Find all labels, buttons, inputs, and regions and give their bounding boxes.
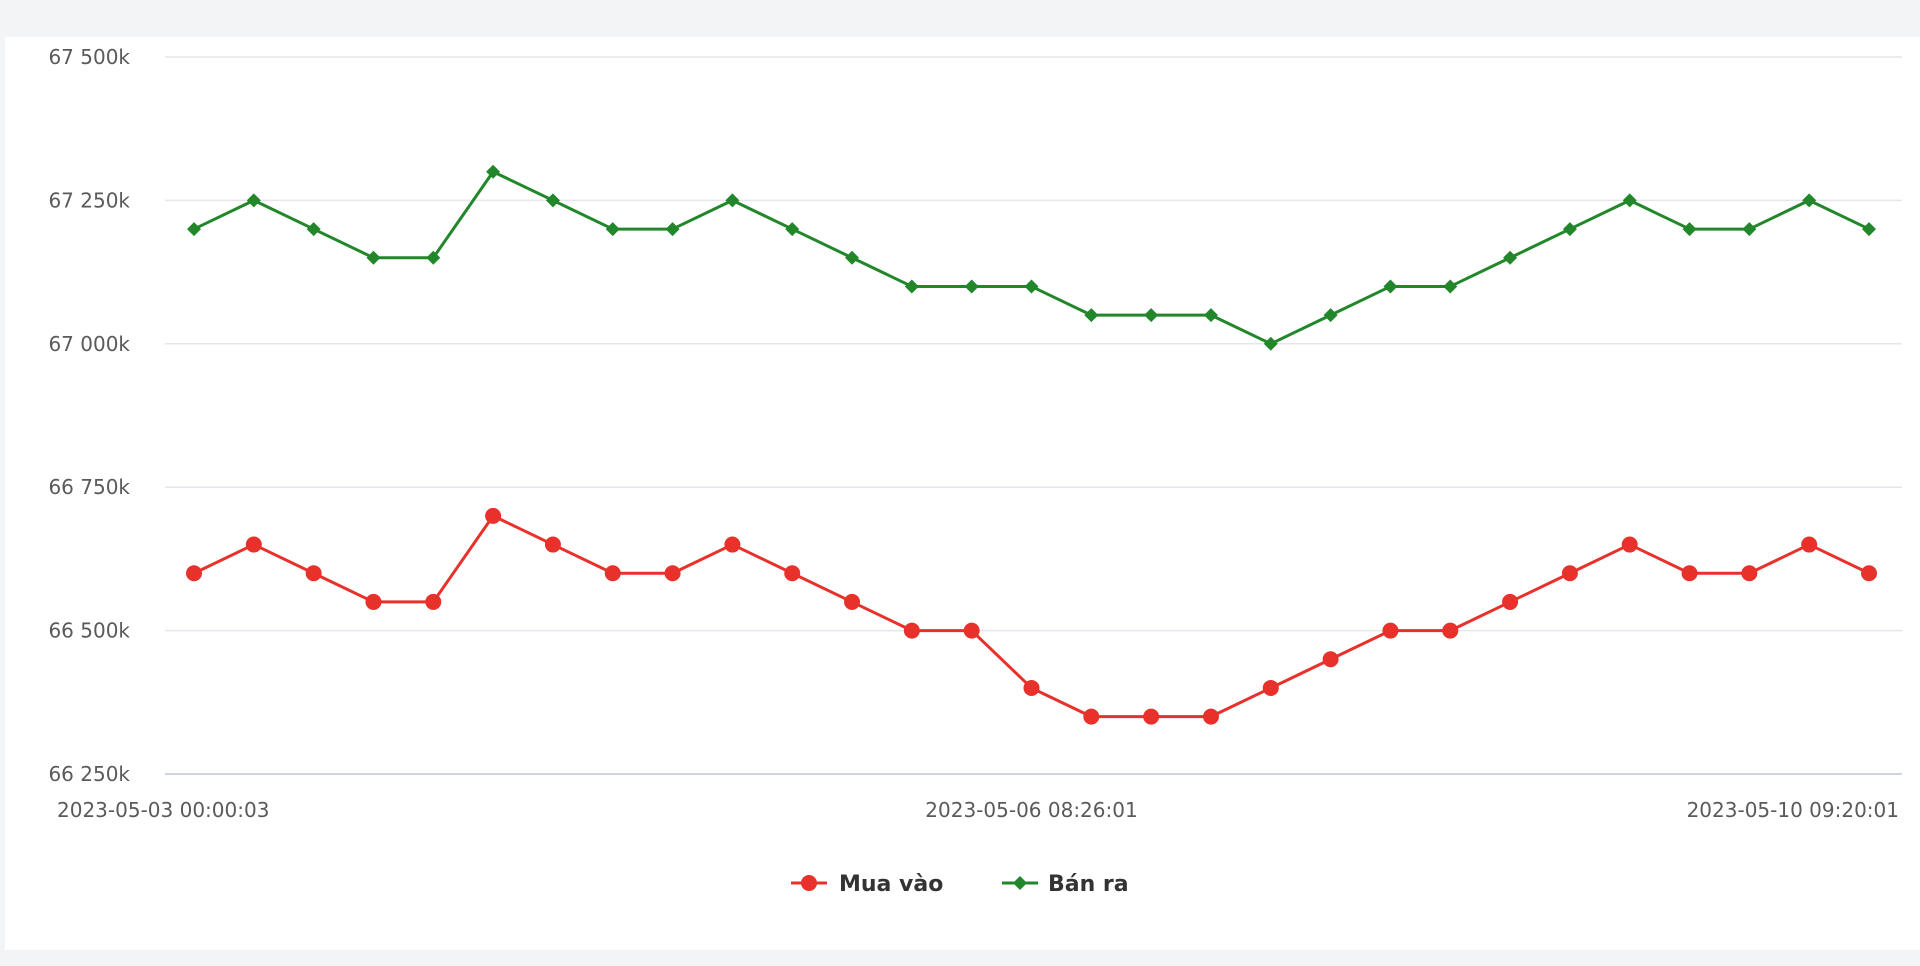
data-point[interactable] [1382, 622, 1399, 639]
data-point[interactable] [366, 250, 381, 265]
data-point[interactable] [605, 222, 620, 237]
data-point[interactable] [904, 279, 919, 294]
y-tick-label: 67 000k [48, 332, 130, 356]
data-point[interactable] [1562, 222, 1577, 237]
data-point[interactable] [1323, 308, 1338, 323]
y-tick-label: 66 500k [48, 619, 130, 643]
series-mua-vao [186, 507, 1877, 725]
data-point[interactable] [963, 622, 980, 639]
data-point[interactable] [186, 565, 202, 582]
data-point[interactable] [1023, 679, 1040, 696]
data-point[interactable] [365, 593, 382, 610]
data-point[interactable] [485, 507, 502, 524]
data-point[interactable] [1561, 565, 1578, 582]
data-point[interactable] [964, 279, 979, 294]
data-point[interactable] [1202, 708, 1219, 725]
data-point[interactable] [725, 193, 740, 208]
data-point[interactable] [1083, 708, 1100, 725]
y-tick-label: 66 750k [48, 475, 130, 499]
chart-card [5, 37, 1920, 950]
y-tick-label: 67 250k [48, 188, 130, 212]
data-point[interactable] [305, 565, 322, 582]
data-point[interactable] [1263, 336, 1278, 351]
series-line [193, 170, 1870, 346]
y-tick-label: 66 250k [48, 762, 130, 786]
data-point[interactable] [664, 565, 681, 582]
data-point[interactable] [425, 593, 442, 610]
data-point[interactable] [1502, 593, 1519, 610]
data-point[interactable] [544, 536, 561, 553]
data-point[interactable] [785, 222, 800, 237]
data-point[interactable] [1802, 193, 1817, 208]
data-point[interactable] [1024, 279, 1039, 294]
legend[interactable]: Mua vào Bán ra [791, 872, 1129, 897]
data-point[interactable] [486, 164, 501, 179]
data-point[interactable] [845, 250, 860, 265]
legend-label: Mua vào [839, 872, 943, 897]
x-tick-label: 2023-05-06 08:26:01 [925, 798, 1137, 822]
x-tick-label: 2023-05-10 09:20:01 [1687, 798, 1899, 822]
data-point[interactable] [1862, 222, 1876, 237]
data-point[interactable] [1741, 565, 1758, 582]
data-point[interactable] [903, 622, 920, 639]
legend-marker [801, 875, 817, 891]
data-point[interactable] [1682, 222, 1697, 237]
x-axis-ticks: 2023-05-03 00:00:03 2023-05-06 08:26:01 20… [57, 798, 1899, 822]
series-lines [186, 164, 1877, 725]
data-point[interactable] [1621, 536, 1638, 553]
data-point[interactable] [187, 222, 201, 237]
legend-item-ban-ra[interactable]: Bán ra [1002, 872, 1129, 897]
data-point[interactable] [1383, 279, 1398, 294]
data-point[interactable] [1322, 651, 1339, 668]
legend-marker [1013, 876, 1027, 890]
data-point[interactable] [1622, 193, 1637, 208]
series-ban-ra [187, 164, 1876, 351]
legend-label: Bán ra [1048, 872, 1129, 897]
legend-item-mua-vao[interactable]: Mua vào [791, 872, 943, 897]
data-point[interactable] [1084, 308, 1099, 323]
data-point[interactable] [245, 536, 262, 553]
data-point[interactable] [1861, 565, 1877, 582]
data-point[interactable] [306, 222, 321, 237]
data-point[interactable] [1203, 308, 1218, 323]
data-point[interactable] [1143, 708, 1160, 725]
y-tick-label: 67 500k [48, 45, 130, 69]
data-point[interactable] [1503, 250, 1518, 265]
data-point[interactable] [246, 193, 261, 208]
data-point[interactable] [1443, 279, 1458, 294]
y-axis-ticks: 67 500k 67 250k 67 000k 66 750k 66 500k 66 25… [48, 45, 130, 786]
grid-lines [165, 56, 1902, 775]
data-point[interactable] [604, 565, 621, 582]
data-point[interactable] [1262, 679, 1279, 696]
data-point[interactable] [1144, 308, 1159, 323]
data-point[interactable] [1681, 565, 1698, 582]
data-point[interactable] [545, 193, 560, 208]
data-point[interactable] [844, 593, 861, 610]
data-point[interactable] [724, 536, 741, 553]
data-point[interactable] [426, 250, 441, 265]
data-point[interactable] [1801, 536, 1818, 553]
data-point[interactable] [1742, 222, 1757, 237]
data-point[interactable] [665, 222, 680, 237]
data-point[interactable] [784, 565, 801, 582]
data-point[interactable] [1442, 622, 1459, 639]
x-tick-label: 2023-05-03 00:00:03 [57, 798, 269, 822]
